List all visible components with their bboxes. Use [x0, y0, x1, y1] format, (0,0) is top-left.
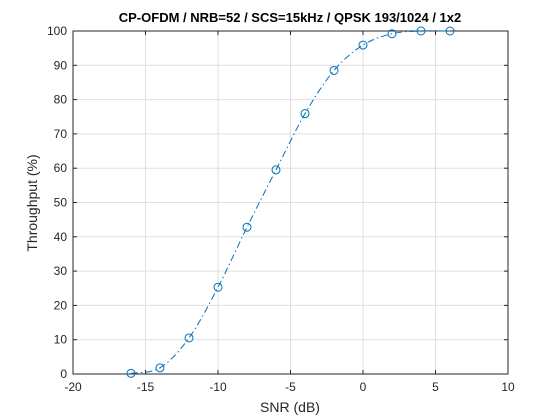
y-tick-label: 90	[54, 58, 68, 72]
x-tick-label: -15	[137, 380, 155, 394]
data-point-marker	[213, 282, 223, 292]
data-point-marker	[329, 65, 339, 75]
y-tick-label: 40	[54, 230, 68, 244]
x-tick-label: 5	[432, 380, 439, 394]
data-point-marker	[416, 26, 426, 36]
x-tick-label: 0	[360, 380, 367, 394]
data-point-marker	[358, 40, 368, 50]
y-tick-label: 80	[54, 93, 68, 107]
y-tick-label: 100	[47, 24, 67, 38]
data-series	[126, 26, 455, 378]
x-tick-label: 10	[501, 380, 515, 394]
x-axis-label: SNR (dB)	[260, 399, 320, 415]
data-point-marker	[387, 29, 397, 39]
data-point-marker	[126, 368, 136, 378]
y-tick-label: 20	[54, 298, 68, 312]
y-tick-label: 50	[54, 196, 68, 210]
data-point-marker	[300, 109, 310, 119]
y-tick-label: 0	[60, 367, 67, 381]
y-tick-label: 30	[54, 264, 68, 278]
y-tick-label: 70	[54, 127, 68, 141]
data-point-marker	[184, 333, 194, 343]
x-tick-label: -20	[64, 380, 82, 394]
y-tick-label: 10	[54, 333, 68, 347]
x-tick-label: -5	[285, 380, 296, 394]
data-point-marker	[271, 165, 281, 175]
x-tick-label: -10	[209, 380, 227, 394]
data-point-marker	[445, 26, 455, 36]
data-point-marker	[242, 222, 252, 232]
y-tick-label: 60	[54, 161, 68, 175]
chart-title: CP-OFDM / NRB=52 / SCS=15kHz / QPSK 193/…	[119, 10, 461, 25]
data-point-marker	[155, 363, 165, 373]
y-axis-label: Throughput (%)	[24, 154, 40, 251]
